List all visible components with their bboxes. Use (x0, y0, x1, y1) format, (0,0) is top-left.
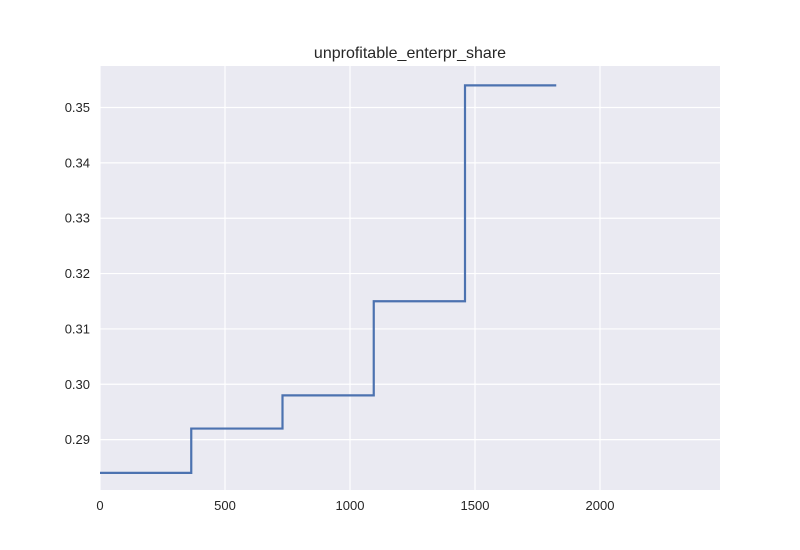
series-lines (100, 84, 557, 474)
grid-lines (99, 66, 720, 490)
y-tick-label: 0.33 (65, 211, 90, 226)
y-axis-ticks: 0.29 0.30 0.31 0.32 0.33 0.34 0.35 (65, 100, 90, 447)
y-tick-label: 0.34 (65, 155, 90, 170)
chart-title: unprofitable_enterpr_share (314, 45, 506, 62)
series-line (100, 84, 557, 474)
plot-area (100, 66, 720, 490)
x-tick-label: 1000 (336, 498, 365, 513)
y-tick-label: 0.30 (65, 377, 90, 392)
x-tick-label: 500 (214, 498, 236, 513)
y-tick-label: 0.29 (65, 432, 90, 447)
y-tick-label: 0.31 (65, 321, 90, 336)
x-tick-label: 0 (96, 498, 103, 513)
x-tick-label: 1500 (461, 498, 490, 513)
x-axis-ticks: 0 500 1000 1500 2000 (96, 498, 614, 513)
y-tick-label: 0.35 (65, 100, 90, 115)
y-tick-label: 0.32 (65, 266, 90, 281)
x-tick-label: 2000 (586, 498, 615, 513)
